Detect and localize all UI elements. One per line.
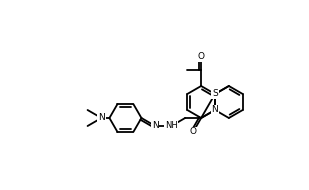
Text: N: N bbox=[212, 105, 218, 115]
Text: NH: NH bbox=[165, 121, 178, 131]
Text: N: N bbox=[98, 113, 105, 123]
Text: O: O bbox=[190, 127, 197, 136]
Text: O: O bbox=[198, 52, 205, 61]
Text: N: N bbox=[152, 121, 159, 131]
Text: S: S bbox=[212, 89, 218, 98]
